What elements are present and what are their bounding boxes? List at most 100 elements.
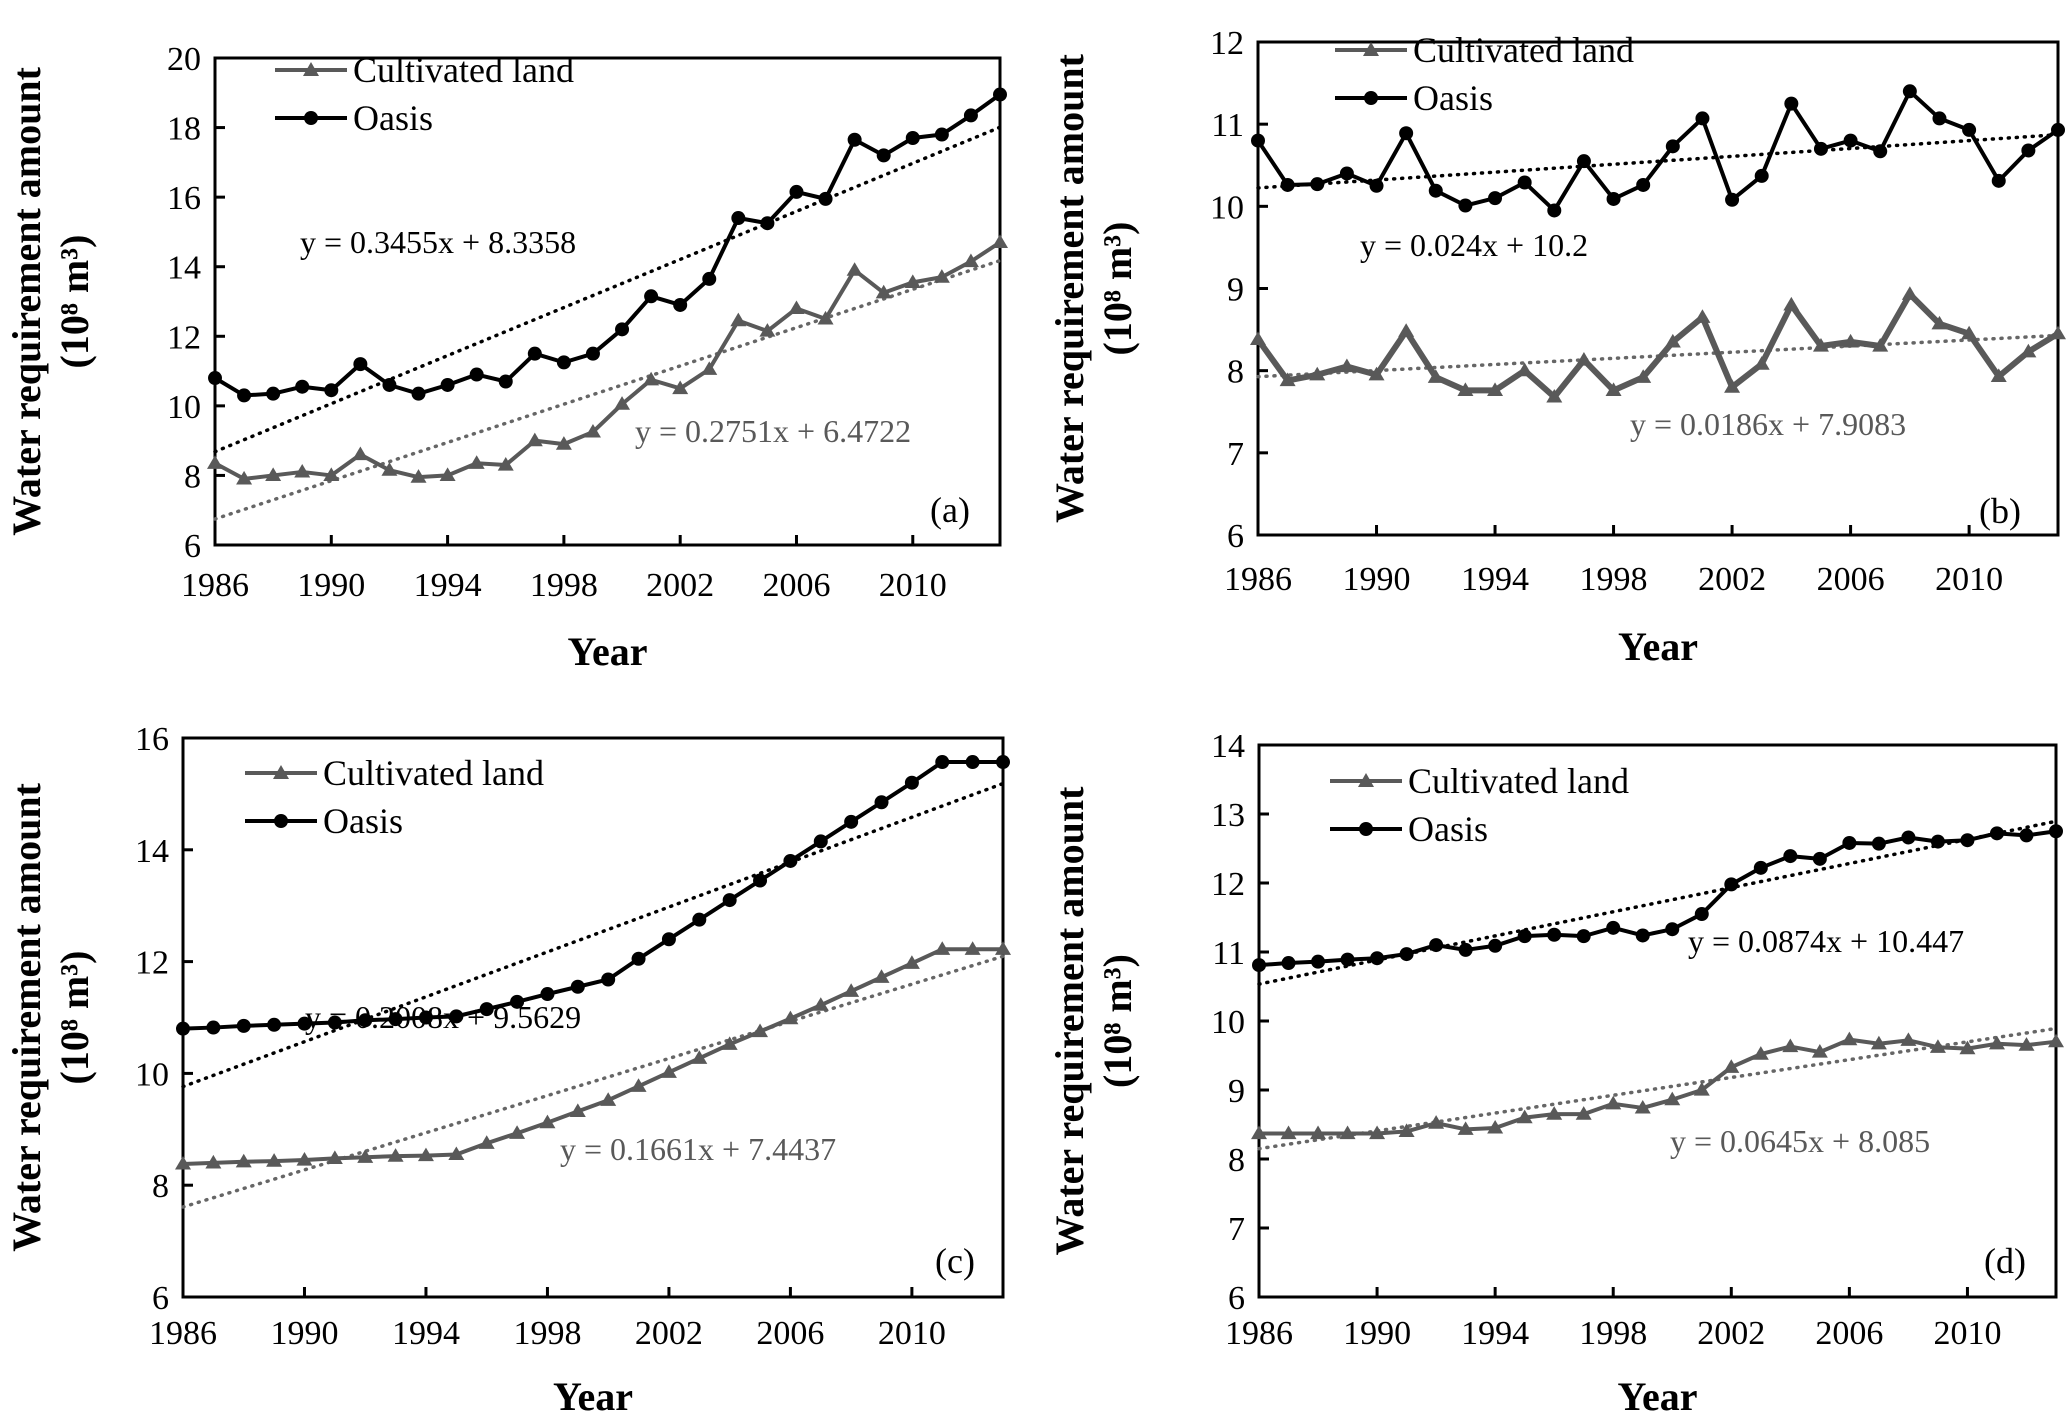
data-point-cultivated-land: [1369, 1125, 1386, 1140]
data-point-cultivated-land: [1516, 362, 1533, 377]
data-point-oasis: [1873, 144, 1888, 159]
y-tick-label: 18: [167, 111, 201, 148]
data-point-oasis: [722, 893, 737, 908]
data-point-cultivated-land: [1783, 296, 1800, 311]
legend-label-oasis: Oasis: [1413, 78, 1493, 118]
data-point-cultivated-land: [1842, 333, 1859, 348]
x-tick-label: 1998: [530, 567, 598, 604]
data-point-oasis: [327, 1015, 342, 1030]
data-point-oasis: [1488, 938, 1503, 953]
data-point-cultivated-land: [992, 234, 1008, 248]
data-point-cultivated-land: [555, 436, 572, 450]
data-point-cultivated-land: [1546, 1106, 1563, 1120]
data-point-oasis: [1517, 929, 1532, 944]
y-tick-label: 6: [1227, 518, 1244, 555]
y-tick-label: 14: [1211, 728, 1245, 765]
x-tick-label: 2002: [1698, 561, 1766, 598]
data-point-cultivated-land: [843, 983, 860, 997]
data-point-cultivated-land: [1723, 1059, 1740, 1073]
y-tick-label: 20: [167, 41, 201, 78]
data-point-oasis: [1665, 139, 1680, 154]
data-point-oasis: [1369, 178, 1384, 193]
data-point-oasis: [1517, 175, 1532, 190]
y-tick-label: 8: [1227, 354, 1244, 391]
y-tick-label: 6: [184, 528, 201, 565]
data-point-cultivated-land: [569, 1103, 586, 1118]
data-point-oasis: [905, 131, 920, 146]
x-tick-label: 1994: [1461, 1315, 1529, 1352]
y-tick-label: 10: [167, 389, 201, 426]
data-point-cultivated-land: [352, 446, 369, 461]
panel-label: (d): [1984, 1241, 2026, 1281]
data-point-cultivated-land: [387, 1148, 404, 1162]
data-point-cultivated-land: [782, 1010, 799, 1025]
legend-marker-oasis: [1359, 822, 1373, 836]
data-point-oasis: [556, 355, 571, 370]
y-axis-unit: (10⁸ m³): [52, 951, 97, 1085]
data-point-cultivated-land: [539, 1114, 556, 1129]
data-point-cultivated-land: [448, 1146, 465, 1161]
data-point-oasis: [411, 386, 426, 401]
y-axis-title: Water requirement amount: [1047, 786, 1092, 1256]
data-point-oasis: [1991, 173, 2006, 188]
data-point-oasis: [1636, 177, 1651, 192]
legend-label-oasis: Oasis: [1408, 809, 1488, 849]
data-point-oasis: [1251, 133, 1265, 148]
data-point-oasis: [1871, 836, 1886, 851]
data-point-oasis: [993, 87, 1007, 102]
data-point-oasis: [1725, 192, 1740, 207]
data-point-cultivated-land: [691, 1050, 708, 1064]
y-tick-label: 14: [167, 250, 201, 287]
data-point-cultivated-land: [962, 253, 979, 268]
data-point-oasis: [1989, 826, 2004, 841]
data-point-cultivated-land: [1724, 379, 1741, 393]
data-point-cultivated-land: [1250, 331, 1266, 346]
data-point-oasis: [266, 386, 281, 401]
data-point-cultivated-land: [1280, 1125, 1297, 1140]
data-point-oasis: [267, 1017, 282, 1032]
data-point-cultivated-land: [1368, 366, 1385, 381]
data-point-cultivated-land: [2018, 1037, 2035, 1051]
data-point-cultivated-land: [1339, 1125, 1356, 1140]
x-axis-title: Year: [553, 1374, 633, 1419]
data-point-oasis: [1753, 860, 1768, 875]
data-point-cultivated-land: [1812, 338, 1829, 352]
legend-marker-cultivated-land: [1358, 773, 1374, 787]
data-point-cultivated-land: [265, 467, 282, 482]
y-tick-label: 10: [1211, 1004, 1245, 1041]
y-tick-label: 12: [167, 319, 201, 356]
data-point-oasis: [1843, 133, 1858, 148]
data-point-cultivated-land: [1693, 1082, 1710, 1096]
data-point-oasis: [1812, 851, 1827, 866]
data-point-oasis: [1576, 154, 1591, 169]
data-point-oasis: [874, 795, 889, 810]
data-point-cultivated-land: [326, 1150, 343, 1164]
data-point-cultivated-land: [721, 1036, 738, 1050]
data-point-cultivated-land: [294, 463, 311, 478]
y-tick-label: 11: [1212, 935, 1245, 972]
data-point-cultivated-land: [630, 1078, 647, 1092]
data-point-oasis: [527, 346, 542, 361]
y-axis-title: Water requirement amount: [4, 782, 49, 1252]
x-tick-label: 2002: [635, 1315, 703, 1352]
x-tick-label: 2006: [762, 567, 830, 604]
y-tick-label: 8: [1228, 1142, 1245, 1179]
legend-label-cultivated-land: Cultivated land: [1413, 30, 1634, 70]
data-point-cultivated-land: [1575, 1106, 1592, 1120]
data-point-cultivated-land: [1398, 1123, 1415, 1137]
data-point-cultivated-land: [1664, 1091, 1681, 1106]
x-tick-label: 2010: [1933, 1315, 2001, 1352]
data-point-cultivated-land: [1338, 358, 1355, 373]
data-point-oasis: [731, 211, 746, 226]
data-point-oasis: [510, 994, 525, 1009]
x-tick-label: 1994: [392, 1315, 460, 1352]
data-point-oasis: [1429, 938, 1444, 953]
data-point-cultivated-land: [323, 467, 340, 482]
data-point-oasis: [176, 1021, 190, 1036]
data-point-oasis: [324, 383, 339, 398]
data-point-oasis: [844, 814, 859, 829]
data-point-oasis: [644, 289, 659, 304]
data-point-cultivated-land: [846, 262, 863, 276]
data-point-oasis: [237, 388, 252, 403]
